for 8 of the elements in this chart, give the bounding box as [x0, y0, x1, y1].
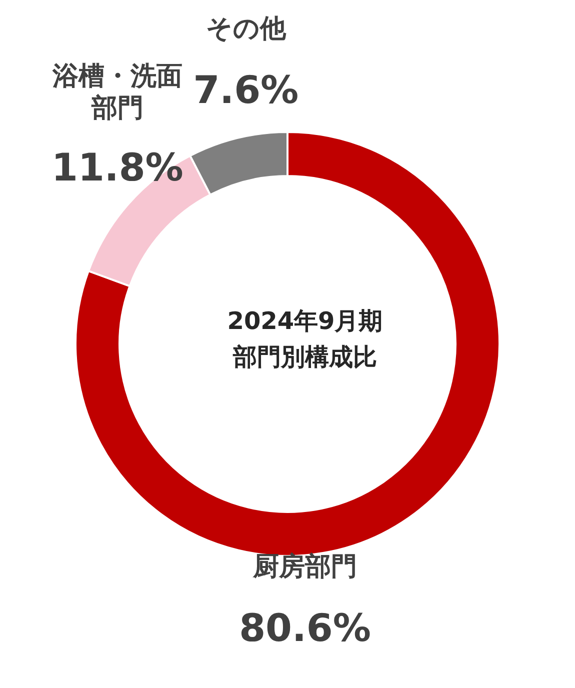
slice-label: その他 [206, 14, 287, 44]
data-label: 80.6% [239, 606, 371, 650]
slice-label: 浴槽・洗面部門 [51, 62, 182, 124]
data-label: 11.8% [52, 146, 184, 190]
text: 部門別構成比 [232, 343, 377, 371]
slice-label: 厨房部門 [252, 552, 357, 582]
text: 2024年9月期 [227, 307, 383, 335]
data-label: 7.6% [193, 68, 299, 112]
